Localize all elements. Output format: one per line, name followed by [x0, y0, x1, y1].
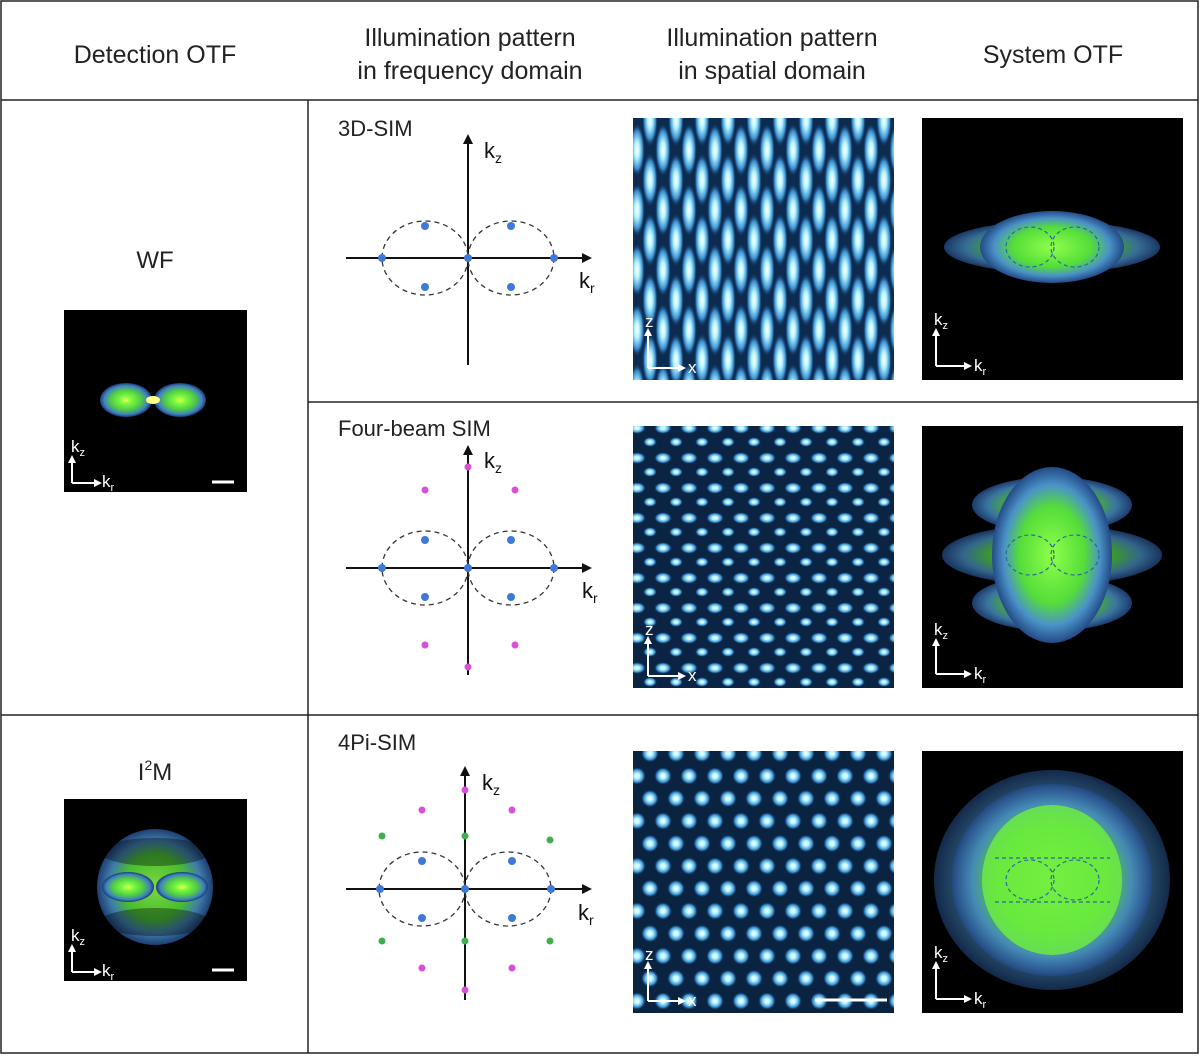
svg-text:kz: kz [934, 620, 948, 642]
svg-text:kz: kz [484, 448, 502, 476]
system-otf-4pi-sim: kz kr [922, 751, 1183, 1013]
freq-diagram-3d-sim: kz kr [346, 134, 595, 365]
svg-text:kr: kr [102, 472, 115, 494]
freq-diagram-4pi-sim: kz kr [346, 766, 594, 1000]
svg-text:kz: kz [71, 926, 85, 948]
header-illum-freq-line2: in frequency domain [357, 57, 582, 85]
mode-label-4pi-sim: 4Pi-SIM [338, 730, 416, 755]
svg-text:kr: kr [582, 578, 598, 606]
spatial-pattern-four-beam-sim: z x [633, 426, 894, 688]
svg-text:kr: kr [974, 356, 987, 378]
mode-label-3d-sim: 3D-SIM [338, 116, 413, 141]
svg-text:kz: kz [484, 138, 502, 166]
svg-text:z: z [645, 945, 654, 964]
header-illum-spatial-line1: Illumination pattern [666, 24, 877, 52]
svg-text:kr: kr [578, 900, 594, 928]
header-detection-otf: Detection OTF [74, 41, 237, 69]
svg-text:kr: kr [102, 961, 115, 983]
svg-text:kr: kr [579, 268, 595, 296]
wf-detection-otf-image: kz kr [64, 310, 247, 494]
svg-text:kr: kr [974, 664, 987, 686]
freq-diagram-four-beam-sim: kz kr [346, 445, 598, 675]
mode-label-four-beam-sim: Four-beam SIM [338, 416, 491, 441]
wf-label: WF [136, 247, 173, 274]
i2m-label: I2M [138, 757, 172, 786]
i2m-detection-otf-image: kz kr [64, 799, 247, 983]
svg-text:z: z [645, 620, 654, 639]
spatial-pattern-3d-sim: z x [633, 118, 894, 380]
svg-text:z: z [645, 312, 654, 331]
header-illum-freq-line1: Illumination pattern [364, 24, 575, 52]
spatial-pattern-4pi-sim: z x [633, 751, 894, 1013]
system-otf-four-beam-sim: kz kr [922, 426, 1183, 688]
svg-text:kz: kz [934, 310, 948, 332]
system-otf-3d-sim: kz kr [922, 118, 1183, 380]
header-system-otf: System OTF [983, 41, 1123, 69]
svg-text:kz: kz [71, 437, 85, 459]
svg-text:x: x [688, 358, 697, 377]
wf-axes: kz kr [68, 437, 115, 494]
i2m-axes: kz kr [68, 926, 115, 983]
header-illum-spatial-line2: in spatial domain [678, 57, 866, 85]
svg-text:kz: kz [482, 770, 500, 798]
svg-text:x: x [688, 666, 697, 685]
svg-text:x: x [688, 991, 697, 1010]
svg-text:kr: kr [974, 989, 987, 1011]
svg-text:kz: kz [934, 943, 948, 965]
